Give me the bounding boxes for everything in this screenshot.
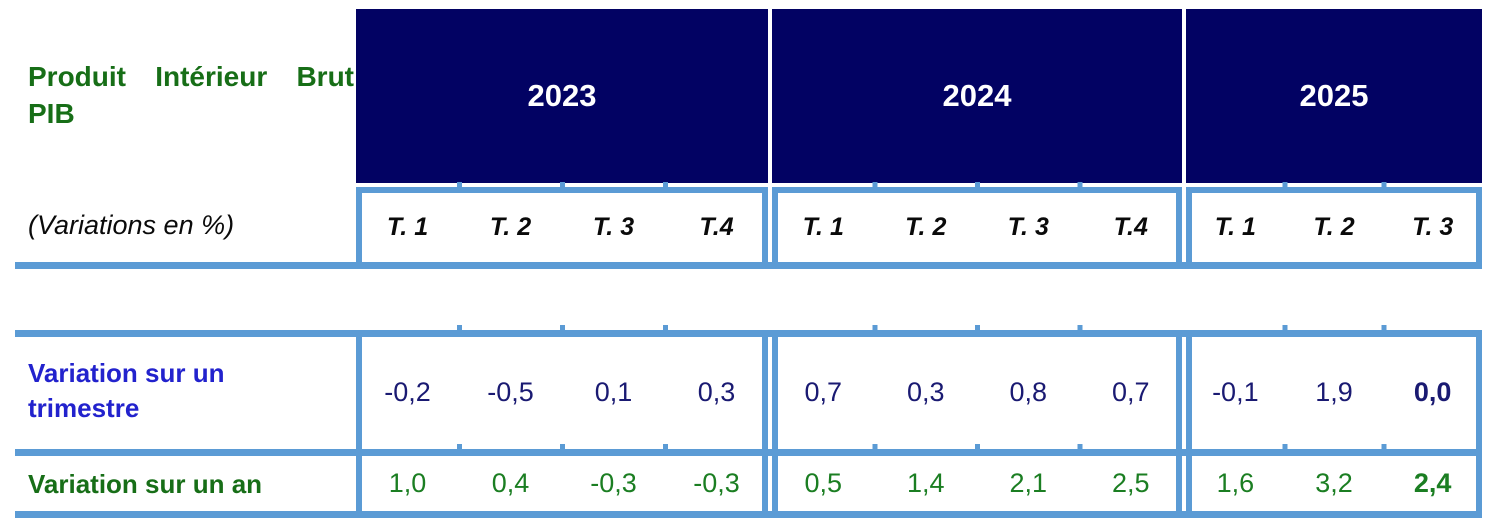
value-cell: -0,5	[487, 377, 534, 407]
value-cell: 1,9	[1315, 377, 1353, 407]
table-border	[1476, 330, 1482, 517]
value-cell: -0,2	[384, 377, 431, 407]
value-cell: -0,3	[693, 467, 740, 498]
table-border	[1176, 330, 1182, 517]
quarter-header-cell: T. 2	[905, 213, 947, 241]
value-row-an-2023: 1,0 0,4 -0,3 -0,3	[356, 455, 768, 511]
table-border	[15, 511, 1482, 518]
column-tick-strip	[356, 182, 768, 193]
table-border	[1476, 187, 1482, 268]
table-border	[762, 187, 768, 268]
column-tick-strip	[356, 325, 768, 336]
row-label-yearly-variation: Variation sur un an	[28, 469, 263, 499]
quarter-header-cell: T.4	[699, 213, 734, 241]
column-tick-strip	[772, 182, 1182, 193]
value-cell: 0,5	[804, 467, 843, 498]
year-header-2024: 2024	[772, 9, 1182, 183]
value-cell: 0,3	[697, 377, 736, 407]
value-cell-latest: 2,4	[1413, 467, 1452, 498]
table-border	[1186, 187, 1192, 268]
value-cell: 0,4	[491, 467, 530, 498]
column-tick-strip	[1186, 444, 1482, 455]
value-cell: 2,5	[1111, 467, 1150, 498]
table-border	[356, 187, 362, 268]
value-cell: 3,2	[1315, 467, 1353, 498]
table-border	[772, 330, 778, 517]
quarter-header-group-2025: T. 1 T. 2 T. 3	[1186, 193, 1482, 262]
quarter-header-group-2024: T. 1 T. 2 T. 3 T.4	[772, 193, 1182, 262]
value-cell: -0,1	[1212, 377, 1259, 407]
column-tick-strip	[356, 444, 768, 455]
value-cell: 0,7	[804, 377, 843, 407]
table-border	[762, 330, 768, 517]
column-tick-strip	[1186, 182, 1482, 193]
row-label-quarterly-variation: Variation sur un trimestre	[28, 358, 225, 423]
value-cell-latest: 0,0	[1413, 377, 1452, 407]
table-border	[356, 330, 362, 517]
quarter-header-cell: T.4	[1113, 213, 1148, 241]
value-cell: 1,0	[388, 467, 427, 498]
value-row-trimestre-2025: -0,1 1,9 0,0	[1186, 336, 1482, 449]
value-row-trimestre-2023: -0,2 -0,5 0,1 0,3	[356, 336, 768, 449]
table-border	[772, 187, 778, 268]
column-tick-strip	[1186, 325, 1482, 336]
value-row-an-2025: 1,6 3,2 2,4	[1186, 455, 1482, 511]
column-tick-strip	[772, 444, 1182, 455]
value-cell: 2,1	[1009, 467, 1048, 498]
quarter-header-cell: T. 2	[489, 213, 532, 241]
value-cell: 0,1	[594, 377, 633, 407]
quarter-header-cell: T. 3	[1007, 213, 1049, 241]
quarter-header-cell: T. 1	[1214, 213, 1256, 241]
table-unit-note: (Variations en %)	[28, 210, 235, 240]
quarter-header-cell: T. 3	[1412, 213, 1454, 241]
value-cell: 0,3	[906, 377, 945, 407]
table-border	[1176, 187, 1182, 268]
table-border	[15, 262, 1482, 269]
quarter-header-cell: T. 1	[386, 213, 429, 241]
value-cell: 0,7	[1111, 377, 1150, 407]
year-header-2023: 2023	[356, 9, 768, 183]
quarter-header-cell: T. 1	[802, 213, 844, 241]
quarter-header-cell: T. 2	[1313, 213, 1355, 241]
year-header-2025: 2025	[1186, 9, 1482, 183]
value-row-trimestre-2024: 0,7 0,3 0,8 0,7	[772, 336, 1182, 449]
value-cell: 0,8	[1009, 377, 1048, 407]
quarter-header-group-2023: T. 1 T. 2 T. 3 T.4	[356, 193, 768, 262]
column-tick-strip	[772, 325, 1182, 336]
value-cell: -0,3	[590, 467, 637, 498]
quarter-header-cell: T. 3	[592, 213, 635, 241]
value-row-an-2024: 0,5 1,4 2,1 2,5	[772, 455, 1182, 511]
table-border	[1186, 330, 1192, 517]
value-cell: 1,6	[1216, 467, 1255, 498]
table-title: Produit Intérieur Brut PIB	[28, 61, 354, 129]
value-cell: 1,4	[906, 467, 945, 498]
